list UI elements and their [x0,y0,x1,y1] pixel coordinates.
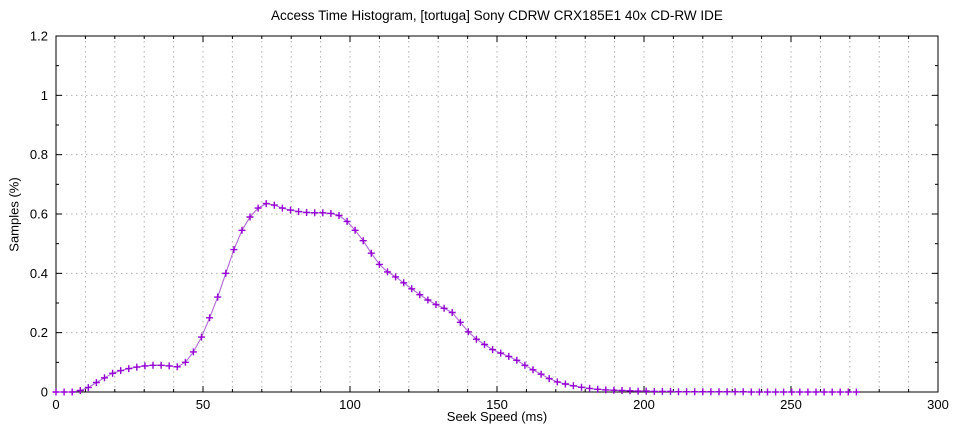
x-tick-label: 50 [196,397,210,412]
x-tick-label: 0 [52,397,59,412]
chart-title: Access Time Histogram, [tortuga] Sony CD… [271,8,723,23]
series-line [56,203,857,393]
y-tick-label: 0.4 [30,266,48,281]
y-tick-label: 1 [41,88,48,103]
y-tick-label: 0.2 [30,325,48,340]
x-tick-label: 200 [633,397,655,412]
x-tick-label: 300 [927,397,949,412]
x-tick-label: 100 [339,397,361,412]
x-tick-label: 150 [486,397,508,412]
y-tick-label: 0.8 [30,147,48,162]
y-tick-label: 0 [41,385,48,400]
x-tick-label: 250 [780,397,802,412]
x-axis-label: Seek Speed (ms) [446,409,548,424]
series-markers [52,200,860,396]
y-tick-label: 0.6 [30,207,48,222]
y-tick-label: 1.2 [30,29,48,44]
